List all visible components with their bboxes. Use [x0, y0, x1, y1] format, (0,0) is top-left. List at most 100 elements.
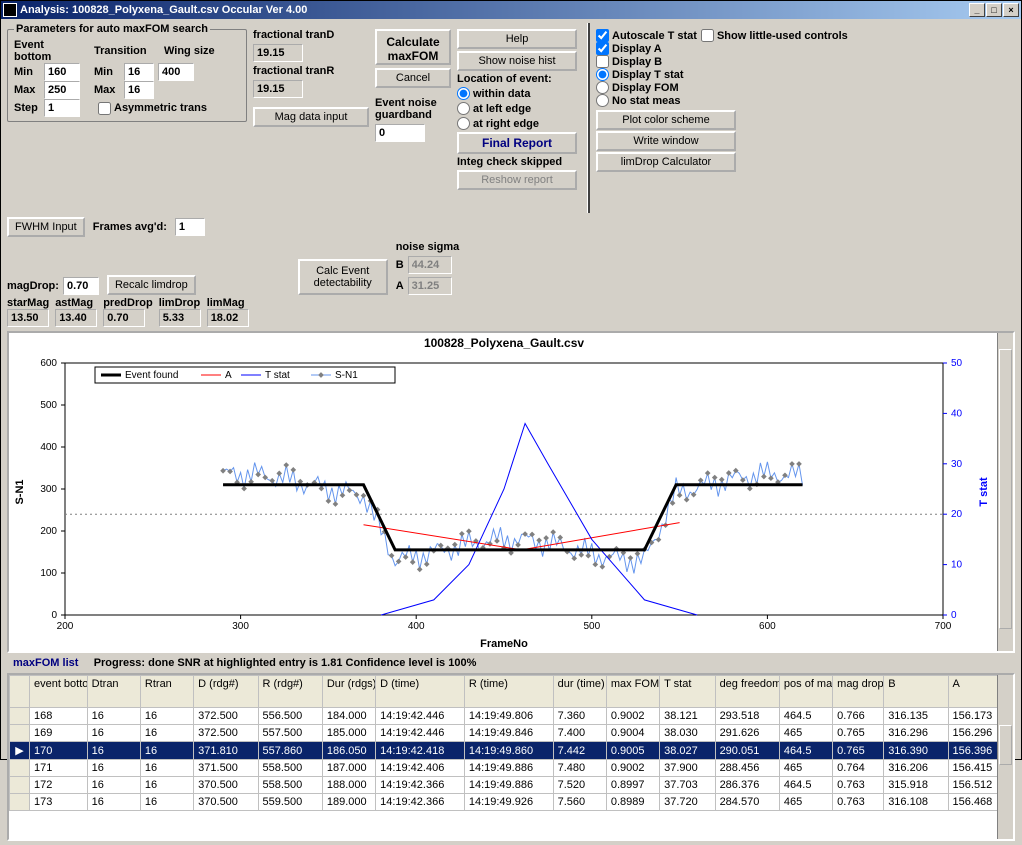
- tr-max-input[interactable]: [124, 81, 154, 99]
- frames-avgd-input[interactable]: [175, 218, 205, 236]
- display-t-radio[interactable]: [596, 68, 609, 81]
- table-column-header[interactable]: pos of max: [779, 676, 832, 708]
- table-column-header[interactable]: Dtran: [87, 676, 140, 708]
- display-a-label: Display A: [612, 43, 662, 55]
- autoscale-t-checkbox[interactable]: [596, 29, 609, 42]
- svg-text:200: 200: [40, 526, 57, 537]
- table-column-header[interactable]: D (time): [376, 676, 465, 708]
- limdrop-value: [159, 309, 201, 327]
- frac-tranr-value: [253, 80, 303, 98]
- show-little-used-checkbox[interactable]: [701, 29, 714, 42]
- table-column-header[interactable]: T stat: [660, 676, 715, 708]
- table-scrollbar[interactable]: [997, 675, 1013, 839]
- asym-trans-label: Asymmetric trans: [114, 102, 207, 114]
- table-row[interactable]: 1711616371.500558.500187.00014:19:42.406…: [10, 760, 1013, 777]
- at-left-edge-radio[interactable]: [457, 102, 470, 115]
- table-column-header[interactable]: [10, 676, 30, 708]
- wing-input[interactable]: [158, 63, 194, 81]
- svg-text:50: 50: [951, 358, 963, 369]
- svg-text:S-N1: S-N1: [14, 479, 26, 504]
- limdrop-label: limDrop: [159, 297, 201, 309]
- chart-svg: 100828_Polyxena_Gault.csv200300400500600…: [9, 333, 999, 651]
- table-row[interactable]: 1731616370.500559.500189.00014:19:42.366…: [10, 794, 1013, 811]
- table-column-header[interactable]: Dur (rdgs): [322, 676, 375, 708]
- svg-text:400: 400: [40, 442, 57, 453]
- table-row[interactable]: 1681616372.500556.500184.00014:19:42.446…: [10, 708, 1013, 725]
- fwhm-input-button[interactable]: FWHM Input: [7, 217, 85, 237]
- svg-text:300: 300: [40, 484, 57, 495]
- svg-text:100828_Polyxena_Gault.csv: 100828_Polyxena_Gault.csv: [424, 336, 584, 350]
- svg-text:T stat: T stat: [265, 370, 290, 381]
- svg-text:20: 20: [951, 509, 963, 520]
- frac-trand-label: fractional tranD: [253, 29, 369, 41]
- table-column-header[interactable]: R (time): [464, 676, 553, 708]
- svg-text:500: 500: [40, 400, 57, 411]
- cancel-button[interactable]: Cancel: [375, 68, 451, 88]
- table-column-header[interactable]: event bottom rdgs: [29, 676, 87, 708]
- final-report-button[interactable]: Final Report: [457, 132, 577, 154]
- svg-text:400: 400: [408, 621, 425, 632]
- wing-size-label: Wing size: [164, 45, 215, 57]
- no-stat-radio[interactable]: [596, 94, 609, 107]
- within-data-label: within data: [473, 88, 530, 100]
- min-label-2: Min: [94, 66, 120, 78]
- progress-text: Progress: done SNR at highlighted entry …: [94, 657, 477, 669]
- display-fom-radio[interactable]: [596, 81, 609, 94]
- table-row[interactable]: ▶1701616371.810557.860186.05014:19:42.41…: [10, 742, 1013, 760]
- table-column-header[interactable]: R (rdg#): [258, 676, 322, 708]
- step-label: Step: [14, 102, 40, 114]
- display-fom-label: Display FOM: [612, 82, 679, 94]
- plot-color-button[interactable]: Plot color scheme: [596, 110, 736, 130]
- table-row[interactable]: 1721616370.500558.500188.00014:19:42.366…: [10, 777, 1013, 794]
- svg-text:Event found: Event found: [125, 370, 178, 381]
- table-row[interactable]: 1691616372.500557.500185.00014:19:42.446…: [10, 725, 1013, 742]
- step-input[interactable]: [44, 99, 80, 117]
- table-column-header[interactable]: dur (time): [553, 676, 606, 708]
- separator: [587, 23, 590, 213]
- chart-scrollbar[interactable]: [997, 333, 1013, 651]
- display-b-checkbox[interactable]: [596, 55, 609, 68]
- asym-trans-checkbox[interactable]: [98, 102, 111, 115]
- location-label: Location of event:: [457, 73, 581, 85]
- svg-text:S-N1: S-N1: [335, 370, 358, 381]
- maximize-button[interactable]: □: [986, 3, 1002, 17]
- display-a-checkbox[interactable]: [596, 42, 609, 55]
- help-button[interactable]: Help: [457, 29, 577, 49]
- magdrop-label: magDrop:: [7, 280, 59, 292]
- eb-min-input[interactable]: [44, 63, 80, 81]
- params-fieldset: Parameters for auto maxFOM search Event …: [7, 23, 247, 122]
- write-window-button[interactable]: Write window: [596, 131, 736, 151]
- table-column-header[interactable]: B: [884, 676, 948, 708]
- table-column-header[interactable]: D (rdg#): [194, 676, 258, 708]
- status-line: maxFOM list Progress: done SNR at highli…: [7, 653, 1015, 673]
- starmag-value: [7, 309, 49, 327]
- table-column-header[interactable]: deg freedom: [715, 676, 779, 708]
- within-data-radio[interactable]: [457, 87, 470, 100]
- table-column-header[interactable]: mag drop: [833, 676, 884, 708]
- at-right-edge-radio[interactable]: [457, 117, 470, 130]
- magdrop-input[interactable]: [63, 277, 99, 295]
- app-icon: [3, 3, 17, 17]
- show-noise-hist-button[interactable]: Show noise hist: [457, 51, 577, 71]
- svg-text:A: A: [225, 370, 232, 381]
- eb-max-input[interactable]: [44, 81, 80, 99]
- tr-min-input[interactable]: [124, 63, 154, 81]
- minimize-button[interactable]: _: [969, 3, 985, 17]
- recalc-limdrop-button[interactable]: Recalc limdrop: [107, 275, 196, 295]
- frac-tranr-label: fractional tranR: [253, 65, 369, 77]
- table-column-header[interactable]: Rtran: [140, 676, 193, 708]
- data-table[interactable]: event bottom rdgsDtranRtranD (rdg#)R (rd…: [9, 675, 1013, 811]
- calc-event-button[interactable]: Calc Event detectability: [298, 259, 388, 295]
- mag-data-input-button[interactable]: Mag data input: [253, 107, 369, 127]
- limdrop-calc-button[interactable]: limDrop Calculator: [596, 152, 736, 172]
- frac-trand-value: [253, 44, 303, 62]
- display-b-label: Display B: [612, 56, 662, 68]
- astmag-label: astMag: [55, 297, 93, 309]
- event-noise-gb-input[interactable]: [375, 124, 425, 142]
- calculate-maxfom-button[interactable]: Calculate maxFOM: [375, 29, 451, 65]
- reshow-report-button: Reshow report: [457, 170, 577, 190]
- table-wrap: event bottom rdgsDtranRtranD (rdg#)R (rd…: [7, 673, 1015, 841]
- table-column-header[interactable]: max FOM: [606, 676, 659, 708]
- close-button[interactable]: ×: [1003, 3, 1019, 17]
- svg-text:10: 10: [951, 560, 963, 571]
